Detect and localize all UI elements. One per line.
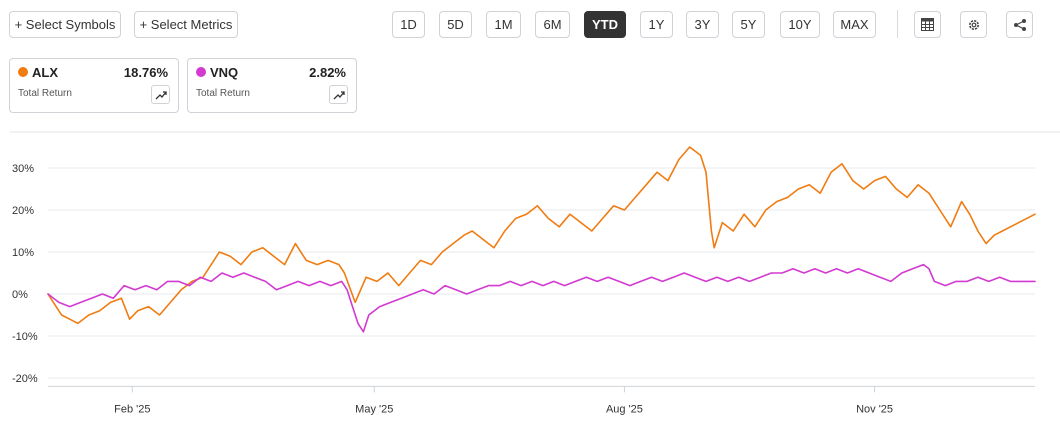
total-return-value: 2.82% (309, 65, 346, 80)
symbol-name: ALX (32, 65, 58, 80)
chart-type-button[interactable] (329, 85, 348, 104)
y-tick-label: 20% (12, 205, 34, 217)
x-tick-label: Nov '25 (856, 403, 893, 415)
total-return-label: Total Return (196, 88, 250, 99)
range-button-5y[interactable]: 5Y (732, 11, 765, 38)
x-tick-label: May '25 (355, 403, 393, 415)
y-tick-label: -10% (12, 331, 38, 343)
range-button-6m[interactable]: 6M (535, 11, 570, 38)
range-button-3y[interactable]: 3Y (686, 11, 719, 38)
vnq-color-dot (196, 67, 206, 77)
x-tick-label: Aug '25 (606, 403, 643, 415)
gear-icon (968, 19, 979, 30)
symbol-card-alx[interactable]: ALX 18.76% Total Return (9, 58, 179, 113)
x-tick-label: Feb '25 (114, 403, 150, 415)
range-button-ytd[interactable]: YTD (584, 11, 626, 38)
range-button-max[interactable]: MAX (833, 11, 876, 38)
total-return-chart[interactable]: 30% 20% 10% 0% -10% -20% Feb '25 May '25 Aug '25… (0, 120, 1060, 437)
chart-type-button[interactable] (151, 85, 170, 104)
alx-color-dot (18, 67, 28, 77)
select-symbols-button[interactable]: + Select Symbols (9, 11, 121, 38)
share-button[interactable] (1006, 11, 1033, 38)
total-return-label: Total Return (18, 88, 72, 99)
y-tick-label: 0% (12, 289, 28, 301)
range-button-10y[interactable]: 10Y (780, 11, 820, 38)
series-line-vnq (47, 263, 1036, 333)
range-button-1y[interactable]: 1Y (640, 11, 673, 38)
trend-up-icon (333, 90, 345, 99)
y-tick-label: 10% (12, 247, 34, 259)
symbol-card-vnq[interactable]: VNQ 2.82% Total Return (187, 58, 357, 113)
share-icon (1013, 18, 1026, 31)
trend-up-icon (155, 90, 167, 99)
table-icon (921, 18, 934, 31)
range-button-1m[interactable]: 1M (486, 11, 521, 38)
y-tick-label: -20% (12, 373, 38, 385)
settings-button[interactable] (960, 11, 987, 38)
table-view-button[interactable] (914, 11, 941, 38)
y-tick-label: 30% (12, 163, 34, 175)
select-metrics-button[interactable]: + Select Metrics (134, 11, 238, 38)
total-return-value: 18.76% (123, 65, 168, 80)
range-button-1d[interactable]: 1D (392, 11, 425, 38)
range-button-5d[interactable]: 5D (439, 11, 472, 38)
symbol-name: VNQ (210, 65, 239, 80)
series-line-alx (47, 146, 1036, 325)
toolbar-divider (897, 10, 898, 38)
